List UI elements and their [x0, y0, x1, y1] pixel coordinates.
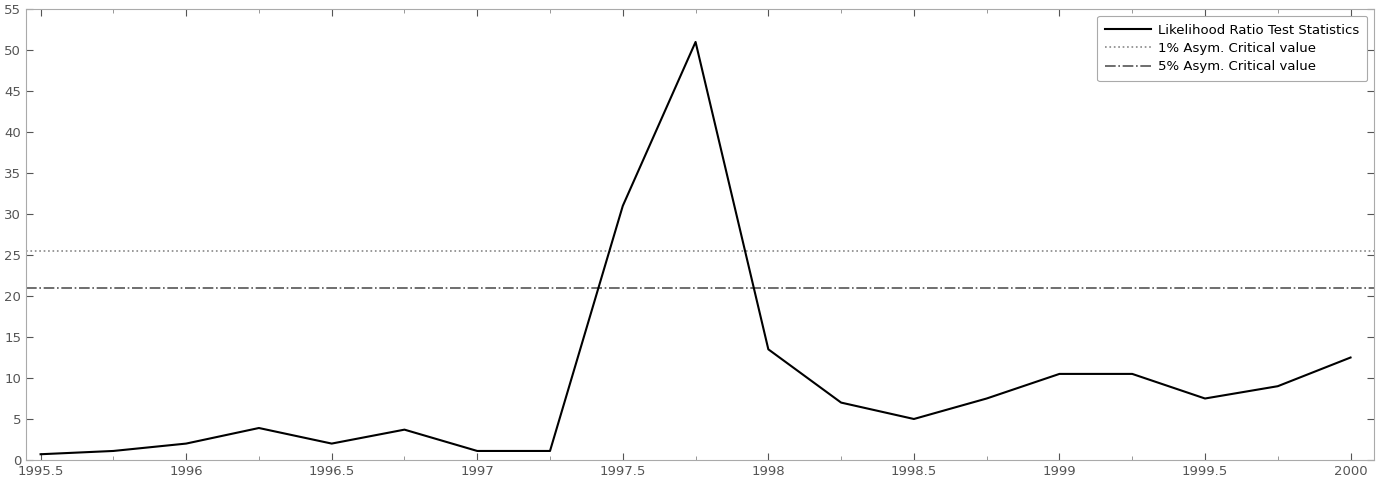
Likelihood Ratio Test Statistics: [1196, 396, 1213, 402]
Likelihood Ratio Test Statistics: [1269, 383, 1286, 389]
Likelihood Ratio Test Statistics: [761, 347, 777, 352]
Likelihood Ratio Test Statistics: [1051, 371, 1068, 377]
Likelihood Ratio Test Statistics: [251, 425, 267, 431]
Likelihood Ratio Test Statistics: [324, 441, 340, 446]
Likelihood Ratio Test Statistics: [32, 451, 48, 457]
Likelihood Ratio Test Statistics: [542, 448, 558, 454]
Likelihood Ratio Test Statistics: [688, 39, 704, 45]
Likelihood Ratio Test Statistics: [1124, 371, 1141, 377]
Likelihood Ratio Test Statistics: [905, 416, 922, 422]
Likelihood Ratio Test Statistics: [397, 427, 413, 432]
Likelihood Ratio Test Statistics: [469, 448, 485, 454]
Line: Likelihood Ratio Test Statistics: Likelihood Ratio Test Statistics: [40, 42, 1350, 454]
Likelihood Ratio Test Statistics: [615, 203, 631, 209]
Likelihood Ratio Test Statistics: [105, 448, 121, 454]
Likelihood Ratio Test Statistics: [178, 441, 194, 446]
Likelihood Ratio Test Statistics: [1342, 355, 1359, 361]
Legend: Likelihood Ratio Test Statistics, 1% Asym. Critical value, 5% Asym. Critical val: Likelihood Ratio Test Statistics, 1% Asy…: [1097, 16, 1367, 81]
Likelihood Ratio Test Statistics: [832, 400, 849, 405]
Likelihood Ratio Test Statistics: [978, 396, 995, 402]
